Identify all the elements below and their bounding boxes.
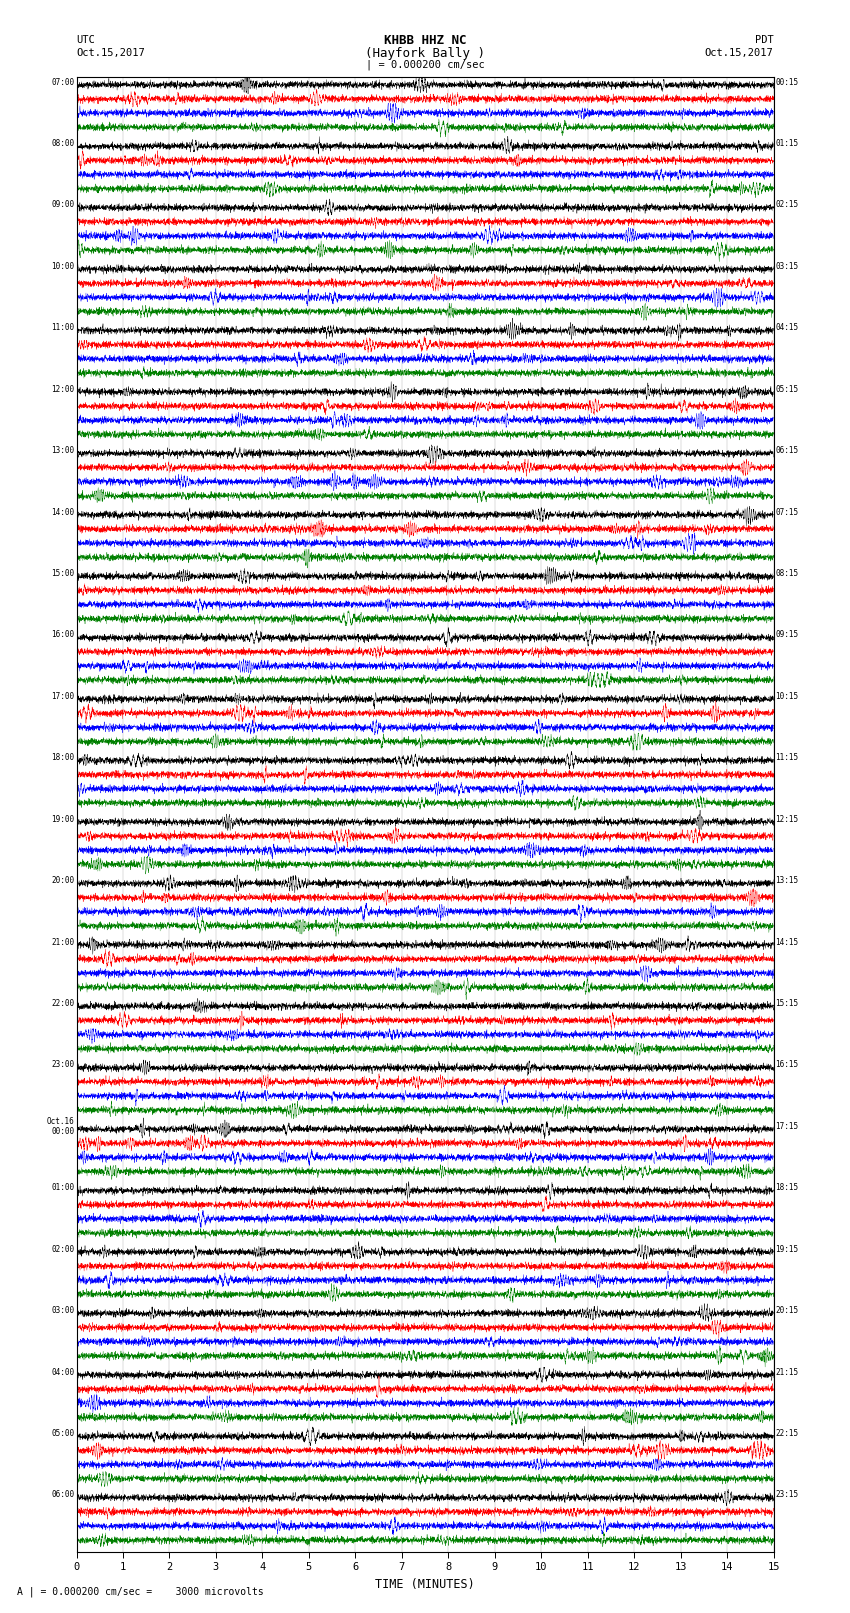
Text: 16:15: 16:15: [775, 1060, 798, 1069]
Text: 05:00: 05:00: [52, 1429, 75, 1437]
Text: | = 0.000200 cm/sec: | = 0.000200 cm/sec: [366, 60, 484, 71]
Text: 13:15: 13:15: [775, 876, 798, 886]
Text: 00:15: 00:15: [775, 77, 798, 87]
Text: 10:00: 10:00: [52, 261, 75, 271]
Text: 07:00: 07:00: [52, 77, 75, 87]
Text: 10:15: 10:15: [775, 692, 798, 700]
Text: Oct.15,2017: Oct.15,2017: [76, 48, 145, 58]
Text: 01:15: 01:15: [775, 139, 798, 148]
Text: 19:00: 19:00: [52, 815, 75, 824]
Text: PDT: PDT: [755, 35, 774, 45]
Text: UTC: UTC: [76, 35, 95, 45]
Text: 01:00: 01:00: [52, 1184, 75, 1192]
Text: 23:15: 23:15: [775, 1490, 798, 1500]
Text: 20:00: 20:00: [52, 876, 75, 886]
Text: 14:00: 14:00: [52, 508, 75, 516]
Text: 12:00: 12:00: [52, 384, 75, 394]
Text: 04:15: 04:15: [775, 323, 798, 332]
Text: 12:15: 12:15: [775, 815, 798, 824]
Text: 17:00: 17:00: [52, 692, 75, 700]
Text: 19:15: 19:15: [775, 1245, 798, 1253]
Text: Oct.16
00:00: Oct.16 00:00: [47, 1116, 75, 1136]
Text: 03:00: 03:00: [52, 1307, 75, 1315]
Text: 11:15: 11:15: [775, 753, 798, 763]
Text: 09:15: 09:15: [775, 631, 798, 639]
Text: 20:15: 20:15: [775, 1307, 798, 1315]
Text: 16:00: 16:00: [52, 631, 75, 639]
Text: 22:00: 22:00: [52, 998, 75, 1008]
Text: 23:00: 23:00: [52, 1060, 75, 1069]
Text: 18:00: 18:00: [52, 753, 75, 763]
Text: 15:15: 15:15: [775, 998, 798, 1008]
Text: 06:00: 06:00: [52, 1490, 75, 1500]
Text: KHBB HHZ NC: KHBB HHZ NC: [383, 34, 467, 47]
Text: 05:15: 05:15: [775, 384, 798, 394]
Text: 21:15: 21:15: [775, 1368, 798, 1376]
Text: 11:00: 11:00: [52, 323, 75, 332]
Text: 07:15: 07:15: [775, 508, 798, 516]
Text: A | = 0.000200 cm/sec =    3000 microvolts: A | = 0.000200 cm/sec = 3000 microvolts: [17, 1586, 264, 1597]
Text: 06:15: 06:15: [775, 447, 798, 455]
Text: 14:15: 14:15: [775, 937, 798, 947]
Text: 02:00: 02:00: [52, 1245, 75, 1253]
Text: 15:00: 15:00: [52, 569, 75, 577]
Text: 03:15: 03:15: [775, 261, 798, 271]
Text: 08:00: 08:00: [52, 139, 75, 148]
Text: 13:00: 13:00: [52, 447, 75, 455]
Text: 21:00: 21:00: [52, 937, 75, 947]
Text: 04:00: 04:00: [52, 1368, 75, 1376]
Text: 02:15: 02:15: [775, 200, 798, 210]
Text: 18:15: 18:15: [775, 1184, 798, 1192]
Text: 08:15: 08:15: [775, 569, 798, 577]
Text: Oct.15,2017: Oct.15,2017: [705, 48, 774, 58]
Text: 22:15: 22:15: [775, 1429, 798, 1437]
X-axis label: TIME (MINUTES): TIME (MINUTES): [375, 1578, 475, 1590]
Text: 17:15: 17:15: [775, 1121, 798, 1131]
Text: 09:00: 09:00: [52, 200, 75, 210]
Text: (Hayfork Bally ): (Hayfork Bally ): [365, 47, 485, 60]
